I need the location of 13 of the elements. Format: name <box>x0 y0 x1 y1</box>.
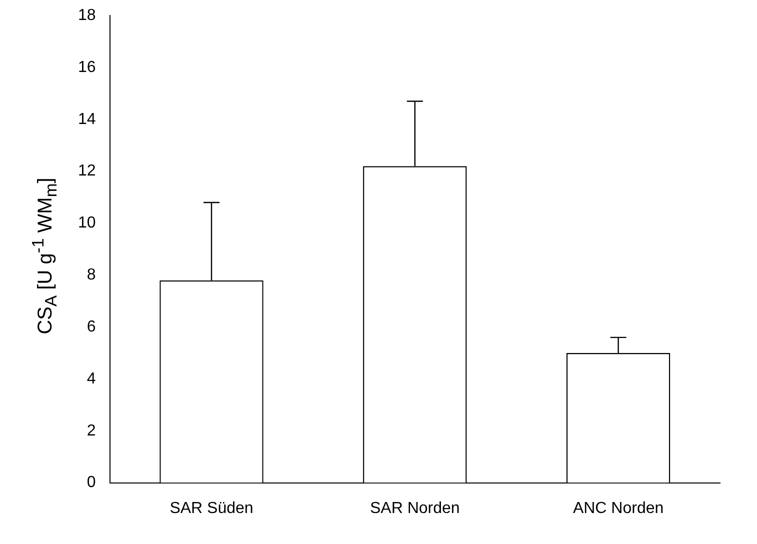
y-tick-label: 2 <box>86 422 96 440</box>
y-tick-label: 18 <box>78 7 96 24</box>
y-tick-label: 4 <box>86 370 96 388</box>
y-tick-label: 10 <box>78 214 96 232</box>
y-tick-label: 14 <box>78 110 96 128</box>
x-tick-label: SAR Norden <box>370 500 460 517</box>
y-tick-label: 6 <box>86 318 96 336</box>
y-tick-label: 0 <box>86 474 96 492</box>
y-tick-label: 12 <box>78 162 96 180</box>
y-tick-label: 16 <box>78 58 96 76</box>
y-tick-label: 8 <box>86 266 96 284</box>
x-tick-label: ANC Norden <box>572 500 664 517</box>
x-tick-label: SAR Süden <box>170 500 254 517</box>
